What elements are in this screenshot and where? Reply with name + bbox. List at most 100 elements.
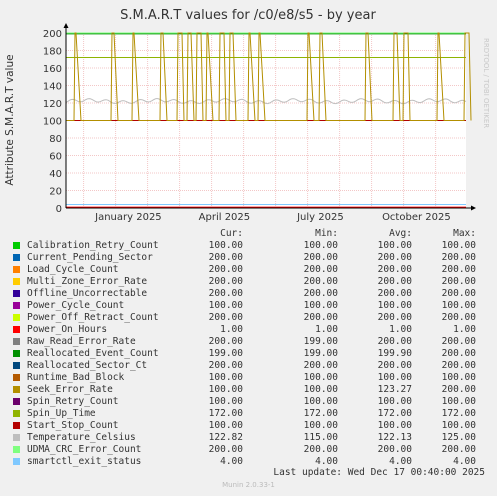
y-tick-label: 120: [43, 99, 62, 110]
legend-name: Raw_Read_Error_Rate: [27, 336, 136, 347]
legend-cur: 200.00: [208, 252, 243, 263]
legend-swatch: [13, 302, 20, 309]
series-line-seek-error-rate: [66, 32, 472, 121]
legend-min: 115.00: [303, 432, 338, 443]
legend-avg: 100.00: [377, 240, 412, 251]
legend-max: 100.00: [441, 396, 476, 407]
legend-cur: 100.00: [208, 384, 243, 395]
legend-cur: 200.00: [208, 444, 243, 455]
x-axis-arrow: [471, 205, 476, 211]
legend-max: 200.00: [441, 252, 476, 263]
y-axis-arrow: [63, 23, 69, 28]
legend-min: 100.00: [303, 420, 338, 431]
legend-name: Power_On_Hours: [27, 324, 108, 335]
legend-max: 1.00: [453, 324, 476, 335]
x-tick-label: April 2025: [199, 212, 250, 223]
legend-max: 200.00: [441, 288, 476, 299]
legend-swatch: [13, 338, 20, 345]
legend-max: 200.00: [441, 348, 476, 359]
y-tick-label: 160: [43, 64, 62, 75]
legend-max: 200.00: [441, 264, 476, 275]
y-tick-label: 0: [56, 204, 62, 215]
legend-swatch: [13, 374, 20, 381]
legend-header: Cur: Min: Avg: Max:: [13, 228, 483, 240]
legend-cur: 100.00: [208, 396, 243, 407]
legend-swatch: [13, 350, 20, 357]
legend-cur: 200.00: [208, 336, 243, 347]
chart-title: S.M.A.R.T values for /c0/e8/s5 - by year: [120, 8, 376, 23]
legend-avg: 100.00: [377, 300, 412, 311]
legend-name: Spin_Retry_Count: [27, 396, 119, 407]
legend-row: UDMA_CRC_Error_Count 200.00 200.00 200.00 20…: [13, 444, 483, 456]
legend-max: 172.00: [441, 408, 476, 419]
y-tick-label: 40: [49, 169, 62, 180]
legend-max: 100.00: [441, 240, 476, 251]
legend-min: 200.00: [303, 444, 338, 455]
legend-avg: 200.00: [377, 264, 412, 275]
x-tick-label: January 2025: [94, 212, 162, 223]
legend-name: Offline_Uncorrectable: [27, 288, 148, 299]
legend-min: 200.00: [303, 252, 338, 263]
y-tick-label: 140: [43, 82, 62, 93]
legend-min: 100.00: [303, 300, 338, 311]
legend-row: Reallocated_Sector_Ct 200.00 200.00 200.00 2…: [13, 360, 483, 372]
smart-chart: S.M.A.R.T values for /c0/e8/s5 - by year…: [4, 8, 490, 223]
y-axis-label: Attribute S.M.A.R.T value: [4, 54, 16, 185]
legend-min: 100.00: [303, 240, 338, 251]
max-header: Max:: [453, 228, 476, 239]
legend-swatch: [13, 326, 20, 333]
legend-row: Raw_Read_Error_Rate 200.00 199.00 200.00 200…: [13, 336, 483, 348]
legend-row: Offline_Uncorrectable 200.00 200.00 200.00 2…: [13, 288, 483, 300]
legend-min: 100.00: [303, 396, 338, 407]
min-header: Min:: [315, 228, 338, 239]
legend-max: 100.00: [441, 420, 476, 431]
legend-swatch: [13, 434, 20, 441]
legend-avg: 200.00: [377, 336, 412, 347]
legend-swatch: [13, 410, 20, 417]
legend-name: Current_Pending_Sector: [27, 252, 153, 263]
legend-row: Spin_Up_Time 172.00 172.00 172.00 172.00: [13, 408, 483, 420]
legend-name: Runtime_Bad_Block: [27, 372, 125, 383]
legend-cur: 100.00: [208, 372, 243, 383]
legend-avg: 200.00: [377, 252, 412, 263]
legend-max: 200.00: [441, 360, 476, 371]
legend-name: Load_Cycle_Count: [27, 264, 119, 275]
legend-table: Cur: Min: Avg: Max: Calibration_Retry_Co…: [13, 228, 483, 468]
legend-cur: 122.82: [208, 432, 243, 443]
legend-row: Spin_Retry_Count 100.00 100.00 100.00 100.00: [13, 396, 483, 408]
legend-max: 200.00: [441, 312, 476, 323]
legend-swatch: [13, 362, 20, 369]
legend-name: smartctl_exit_status: [27, 456, 142, 467]
legend-cur: 172.00: [208, 408, 243, 419]
legend-row: Multi_Zone_Error_Rate 200.00 200.00 200.00 2…: [13, 276, 483, 288]
legend-avg: 100.00: [377, 372, 412, 383]
last-update: Last update: Wed Dec 17 00:40:00 2025: [273, 467, 485, 478]
y-tick-label: 100: [43, 117, 62, 128]
legend-name: Reallocated_Sector_Ct: [27, 360, 148, 371]
legend-name: Power_Cycle_Count: [27, 300, 125, 311]
legend-swatch: [13, 266, 20, 273]
legend-swatch: [13, 398, 20, 405]
legend-name: Start_Stop_Count: [27, 420, 119, 431]
x-tick-label: July 2025: [296, 212, 344, 223]
legend-swatch: [13, 422, 20, 429]
legend-avg: 200.00: [377, 444, 412, 455]
legend-max: 200.00: [441, 384, 476, 395]
legend-row: Power_Cycle_Count 100.00 100.00 100.00 100.0…: [13, 300, 483, 312]
legend-row: smartctl_exit_status 4.00 4.00 4.00 4.00: [13, 456, 483, 468]
legend-name: Multi_Zone_Error_Rate: [27, 276, 148, 287]
munin-footer: Munin 2.0.33-1: [222, 481, 275, 489]
legend-name: Calibration_Retry_Count: [27, 240, 159, 251]
legend-cur: 100.00: [208, 240, 243, 251]
legend-max: 200.00: [441, 276, 476, 287]
legend-max: 200.00: [441, 336, 476, 347]
legend-min: 100.00: [303, 372, 338, 383]
legend-row: Power_On_Hours 1.00 1.00 1.00 1.00: [13, 324, 483, 336]
legend-cur: 200.00: [208, 312, 243, 323]
legend-name: Power_Off_Retract_Count: [27, 312, 159, 323]
legend-max: 100.00: [441, 300, 476, 311]
legend-min: 200.00: [303, 312, 338, 323]
legend-min: 172.00: [303, 408, 338, 419]
y-tick-label: 60: [49, 152, 62, 163]
legend-cur: 200.00: [208, 288, 243, 299]
